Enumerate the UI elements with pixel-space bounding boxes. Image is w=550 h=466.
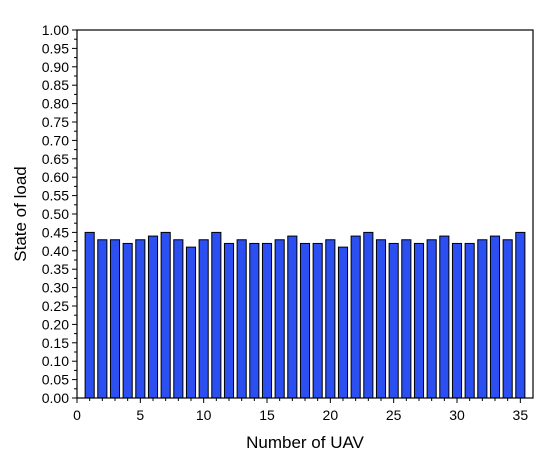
y-tick-label: 0.55 xyxy=(42,188,69,204)
bar-uav-24 xyxy=(375,239,387,399)
y-tick-label: 0.15 xyxy=(42,335,69,351)
y-tick-label: 0.05 xyxy=(42,372,69,388)
bar-uav-15 xyxy=(261,242,273,399)
y-tick-label: 0.00 xyxy=(42,390,69,406)
bar-uav-18 xyxy=(299,242,311,399)
x-tick-label: 35 xyxy=(513,407,529,423)
plot-frame xyxy=(76,29,534,399)
y-tick-label: 0.50 xyxy=(42,206,69,222)
y-tick-label: 0.85 xyxy=(42,77,69,93)
bar-uav-12 xyxy=(223,242,235,399)
bar-uav-35 xyxy=(515,231,526,399)
bar-uav-23 xyxy=(363,231,374,399)
bar-uav-27 xyxy=(413,242,425,399)
bar-uav-29 xyxy=(439,235,450,399)
bar-uav-22 xyxy=(350,235,361,399)
y-tick-label: 0.90 xyxy=(42,59,69,75)
bar-uav-7 xyxy=(160,231,171,399)
y-tick-label: 1.00 xyxy=(42,22,69,38)
bar-uav-19 xyxy=(312,242,323,399)
bar-uav-5 xyxy=(135,239,146,399)
y-tick-label: 0.30 xyxy=(42,280,69,296)
bar-series xyxy=(84,231,526,399)
bar-uav-16 xyxy=(274,239,285,399)
bar-uav-1 xyxy=(84,231,95,399)
x-tick-label: 25 xyxy=(386,407,402,423)
bar-uav-26 xyxy=(401,239,412,399)
y-tick-label: 0.60 xyxy=(42,169,69,185)
bar-uav-34 xyxy=(502,239,513,399)
bar-uav-10 xyxy=(198,239,209,399)
bar-uav-17 xyxy=(287,235,298,399)
x-axis-title: Number of UAV xyxy=(246,433,364,452)
x-tick-label: 10 xyxy=(196,407,212,423)
y-tick-label: 0.80 xyxy=(42,96,69,112)
y-axis: 0.00 0.05 0.10 0.15 0.20 0.25 0.30 0.35 0.40 0.45… xyxy=(42,22,77,406)
y-tick-label: 0.10 xyxy=(42,353,69,369)
x-tick-label: 30 xyxy=(449,407,465,423)
y-tick-label: 0.40 xyxy=(42,243,69,259)
bar-uav-33 xyxy=(489,235,501,399)
bar-uav-25 xyxy=(388,242,399,399)
y-tick-label: 0.20 xyxy=(42,316,69,332)
y-tick-label: 0.45 xyxy=(42,224,69,240)
x-tick-label: 0 xyxy=(73,407,81,423)
y-tick-label: 0.65 xyxy=(42,151,69,167)
bar-uav-30 xyxy=(451,242,463,399)
bar-uav-32 xyxy=(477,239,488,399)
y-tick-label: 0.75 xyxy=(42,114,69,130)
x-tick-label: 5 xyxy=(136,407,144,423)
bar-uav-2 xyxy=(97,239,108,399)
bar-uav-20 xyxy=(325,239,336,399)
y-tick-label: 0.95 xyxy=(42,40,69,56)
bar-uav-31 xyxy=(464,242,475,399)
x-tick-label: 15 xyxy=(259,407,275,423)
bar-uav-4 xyxy=(122,242,133,399)
bar-uav-3 xyxy=(109,239,121,399)
y-axis-title: State of load xyxy=(11,166,30,261)
bar-uav-13 xyxy=(236,239,247,399)
y-tick-label: 0.70 xyxy=(42,132,69,148)
bar-uav-9 xyxy=(185,246,197,399)
bar-uav-21 xyxy=(337,246,349,399)
bar-uav-11 xyxy=(211,231,222,399)
bar-uav-28 xyxy=(426,239,437,399)
y-tick-label: 0.35 xyxy=(42,261,69,277)
x-axis: 0 5 10 15 20 25 30 35 xyxy=(73,398,528,423)
bar-uav-6 xyxy=(147,235,159,399)
bar-uav-14 xyxy=(249,242,260,399)
bar-uav-8 xyxy=(173,239,184,399)
x-tick-label: 20 xyxy=(323,407,339,423)
y-tick-label: 0.25 xyxy=(42,298,69,314)
